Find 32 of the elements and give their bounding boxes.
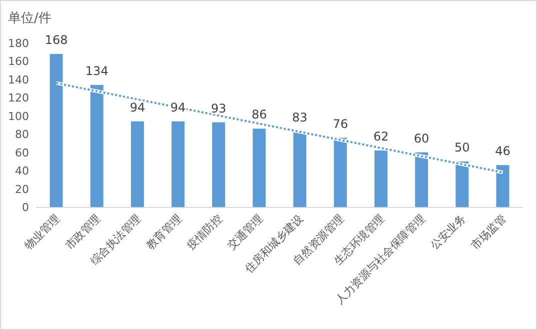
y-tick-label: 160	[8, 55, 29, 68]
y-tick-label: 140	[8, 73, 29, 86]
y-tick-label: 0	[22, 201, 29, 214]
data-label: 76	[332, 116, 348, 131]
y-tick-label: 80	[15, 128, 29, 142]
bar	[172, 121, 185, 207]
y-tick-label: 180	[8, 37, 29, 50]
x-tick-label: 疫情防控	[184, 212, 225, 252]
data-label: 83	[292, 110, 308, 124]
bar	[130, 121, 144, 207]
x-tick-label: 教育管理	[144, 212, 184, 252]
data-label: 62	[373, 130, 389, 144]
y-axis-title: 单位/件	[8, 11, 52, 26]
data-label: 86	[252, 108, 267, 122]
data-label: 50	[454, 140, 470, 154]
data-label: 93	[210, 101, 226, 116]
data-label: 46	[495, 144, 510, 158]
x-tick-label: 公安业务	[428, 212, 468, 252]
x-tick-label: 物业管理	[22, 212, 62, 252]
y-tick-label: 120	[8, 92, 29, 105]
data-label: 168	[44, 32, 68, 47]
y-tick-label: 60	[15, 146, 29, 160]
y-tick-label: 40	[15, 164, 29, 178]
data-label: 94	[130, 100, 146, 114]
data-label: 60	[414, 131, 430, 146]
bar	[212, 122, 226, 207]
y-tick-label: 100	[8, 110, 29, 123]
y-tick-label: 20	[15, 182, 29, 196]
data-label: 134	[85, 64, 108, 78]
data-label: 94	[170, 100, 186, 114]
bar	[252, 128, 266, 207]
x-tick-label: 市场监管	[468, 212, 509, 252]
